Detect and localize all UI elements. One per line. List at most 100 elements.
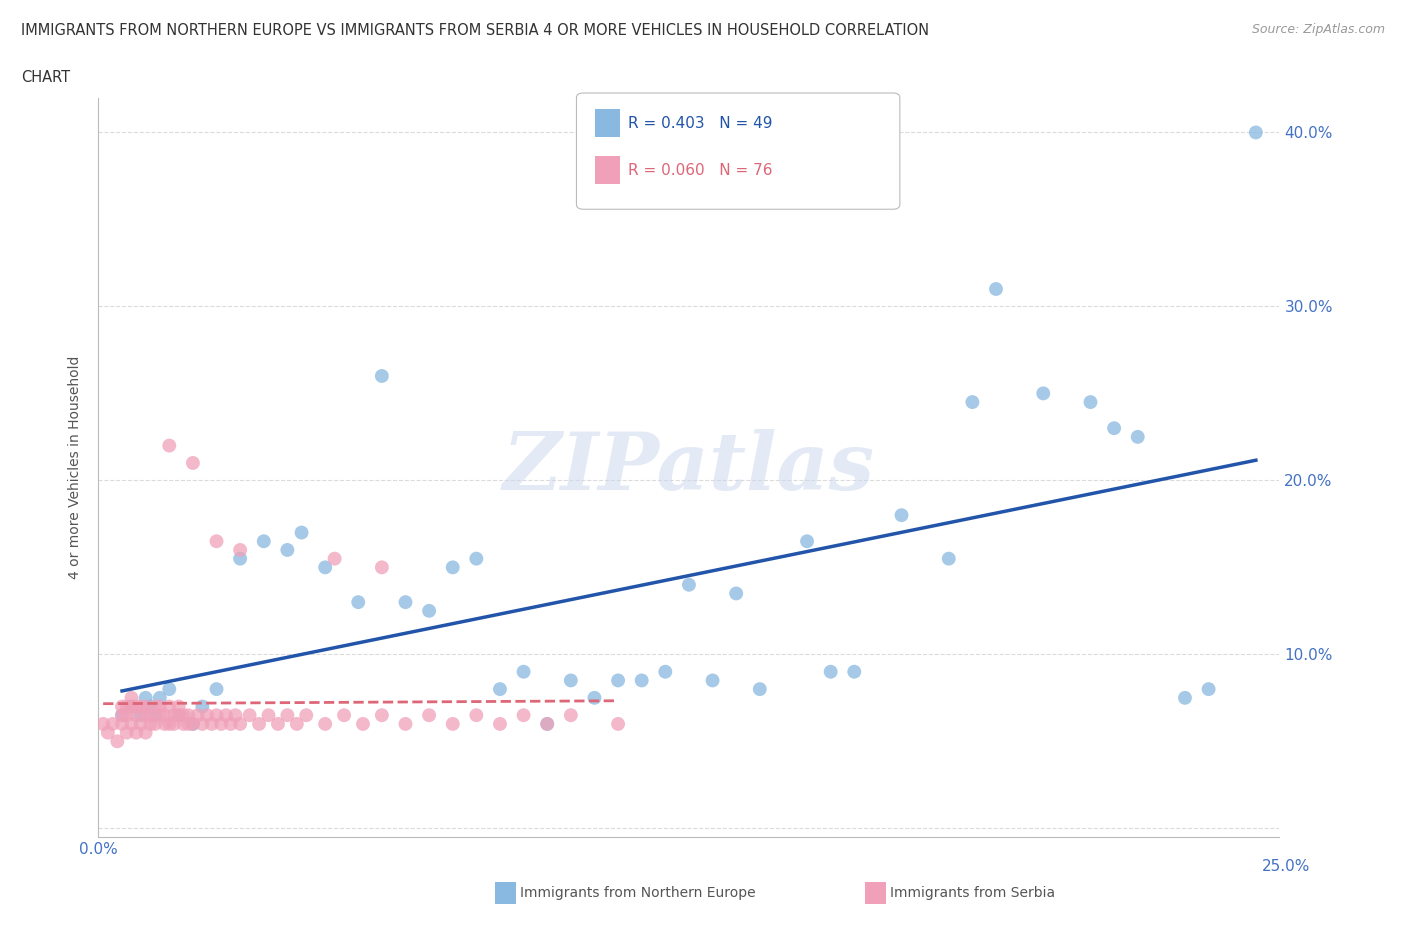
Point (157, 716, 180, 731)
Point (111, 708, 134, 723)
Point (121, 699, 143, 714)
Point (512, 664, 534, 679)
Point (215, 708, 238, 723)
Point (91, 716, 114, 731)
Point (583, 690, 606, 705)
Point (115, 708, 138, 723)
Point (239, 708, 262, 723)
Point (121, 690, 143, 705)
Point (125, 699, 148, 714)
Point (536, 716, 558, 731)
Point (1126, 430, 1149, 445)
Point (201, 716, 224, 731)
Point (295, 708, 318, 723)
Point (139, 716, 162, 731)
Point (1174, 690, 1197, 705)
Point (143, 699, 166, 714)
Point (1102, 420, 1125, 435)
Point (962, 394, 984, 409)
Point (191, 716, 214, 731)
Text: Source: ZipAtlas.com: Source: ZipAtlas.com (1251, 23, 1385, 36)
Text: ZIPatlas: ZIPatlas (503, 429, 875, 506)
Point (702, 673, 724, 688)
Point (938, 551, 960, 566)
Point (135, 690, 157, 705)
Point (101, 716, 124, 731)
Point (276, 708, 298, 723)
Point (1198, 682, 1220, 697)
Point (418, 708, 440, 723)
Point (441, 716, 464, 731)
Point (157, 699, 180, 714)
Point (163, 708, 186, 723)
Point (418, 604, 440, 618)
Point (191, 699, 214, 714)
Point (630, 673, 652, 688)
Point (371, 708, 394, 723)
Point (290, 525, 312, 540)
Point (172, 716, 194, 731)
Point (441, 560, 464, 575)
Point (984, 282, 1007, 297)
Point (560, 673, 582, 688)
Point (229, 716, 252, 731)
Point (153, 716, 176, 731)
Point (105, 734, 128, 749)
Point (654, 664, 676, 679)
Point (181, 716, 204, 731)
Point (796, 534, 818, 549)
Point (125, 708, 148, 723)
Point (97, 725, 120, 740)
Point (224, 708, 246, 723)
Point (129, 699, 152, 714)
Point (143, 716, 166, 731)
Point (607, 673, 630, 688)
Text: 25.0%: 25.0% (1263, 859, 1310, 874)
Point (135, 725, 157, 740)
Point (371, 560, 394, 575)
Point (748, 682, 770, 697)
Point (187, 708, 209, 723)
Point (111, 708, 134, 723)
Point (143, 708, 166, 723)
Point (125, 725, 148, 740)
Point (394, 716, 416, 731)
Point (149, 690, 172, 705)
Point (347, 594, 370, 609)
Point (607, 716, 630, 731)
Point (257, 708, 280, 723)
Point (115, 699, 138, 714)
Point (181, 456, 204, 471)
Point (167, 708, 190, 723)
Point (149, 708, 172, 723)
Point (209, 716, 232, 731)
Point (181, 716, 204, 731)
Point (285, 716, 308, 731)
Point (219, 716, 242, 731)
Point (267, 716, 290, 731)
Point (333, 708, 356, 723)
Point (1032, 386, 1054, 401)
Point (157, 682, 180, 697)
Point (229, 551, 252, 566)
Text: Immigrants from Serbia: Immigrants from Serbia (890, 885, 1054, 900)
Point (489, 682, 512, 697)
Point (844, 664, 866, 679)
Point (153, 708, 176, 723)
Point (163, 716, 186, 731)
Point (1080, 394, 1102, 409)
Point (121, 716, 143, 731)
Point (512, 708, 534, 723)
Point (371, 368, 394, 383)
Point (139, 699, 162, 714)
Point (111, 716, 134, 731)
Point (314, 716, 336, 731)
Point (157, 438, 180, 453)
Point (229, 542, 252, 557)
Text: R = 0.403   N = 49: R = 0.403 N = 49 (628, 116, 773, 131)
Point (172, 708, 194, 723)
Point (167, 699, 190, 714)
Text: IMMIGRANTS FROM NORTHERN EUROPE VS IMMIGRANTS FROM SERBIA 4 OR MORE VEHICLES IN : IMMIGRANTS FROM NORTHERN EUROPE VS IMMIG… (21, 23, 929, 38)
Point (167, 708, 190, 723)
Point (121, 699, 143, 714)
